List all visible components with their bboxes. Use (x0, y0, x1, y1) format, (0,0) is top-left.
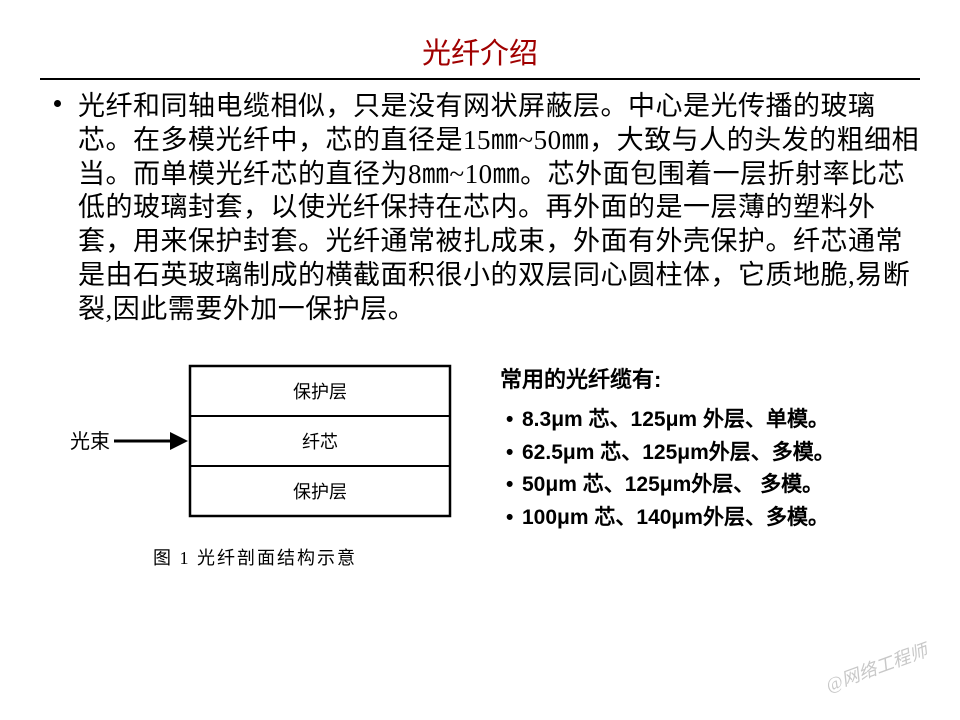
layer-label-bot: 保护层 (293, 482, 347, 502)
spec-block: 常用的光纤缆有: 8.3μm 芯、125μm 外层、单模。 62.5μm 芯、1… (500, 356, 920, 534)
main-paragraph: 光纤和同轴电缆相似，只是没有网状屏蔽层。中心是光传播的玻璃芯。在多模光纤中，芯的… (40, 90, 920, 326)
beam-arrow: 光束 (70, 430, 188, 453)
watermark: @网络工程师 (822, 637, 931, 698)
lower-area: 光束 保护层 纤芯 保护层 图 1 光纤剖面结构示意 常用的光纤缆有: (40, 356, 920, 570)
spec-heading: 常用的光纤缆有: (500, 362, 920, 394)
page-title: 光纤介绍 (422, 30, 538, 72)
beam-label: 光束 (70, 430, 110, 453)
spec-item: 100μm 芯、140μm外层、多模。 (500, 502, 920, 535)
layer-label-mid: 纤芯 (302, 432, 338, 452)
slide-root: 光纤介绍 光纤和同轴电缆相似，只是没有网状屏蔽层。中心是光传播的玻璃芯。在多模光… (0, 0, 960, 720)
title-underline (40, 78, 920, 80)
spec-list: 8.3μm 芯、125μm 外层、单模。 62.5μm 芯、125μm外层、多模… (500, 404, 920, 534)
spec-item: 8.3μm 芯、125μm 外层、单模。 (500, 404, 920, 437)
spec-item: 50μm 芯、125μm外层、 多模。 (500, 469, 920, 502)
layers-box: 保护层 纤芯 保护层 (190, 366, 450, 516)
diagram-block: 光束 保护层 纤芯 保护层 图 1 光纤剖面结构示意 (50, 356, 460, 570)
layer-label-top: 保护层 (293, 382, 347, 402)
diagram-caption: 图 1 光纤剖面结构示意 (50, 544, 460, 570)
spec-item: 62.5μm 芯、125μm外层、多模。 (500, 437, 920, 470)
paragraph-text: 光纤和同轴电缆相似，只是没有网状屏蔽层。中心是光传播的玻璃芯。在多模光纤中，芯的… (78, 91, 919, 324)
fiber-diagram: 光束 保护层 纤芯 保护层 (50, 356, 460, 526)
title-wrap: 光纤介绍 (40, 30, 920, 72)
bullet-icon (54, 100, 61, 107)
